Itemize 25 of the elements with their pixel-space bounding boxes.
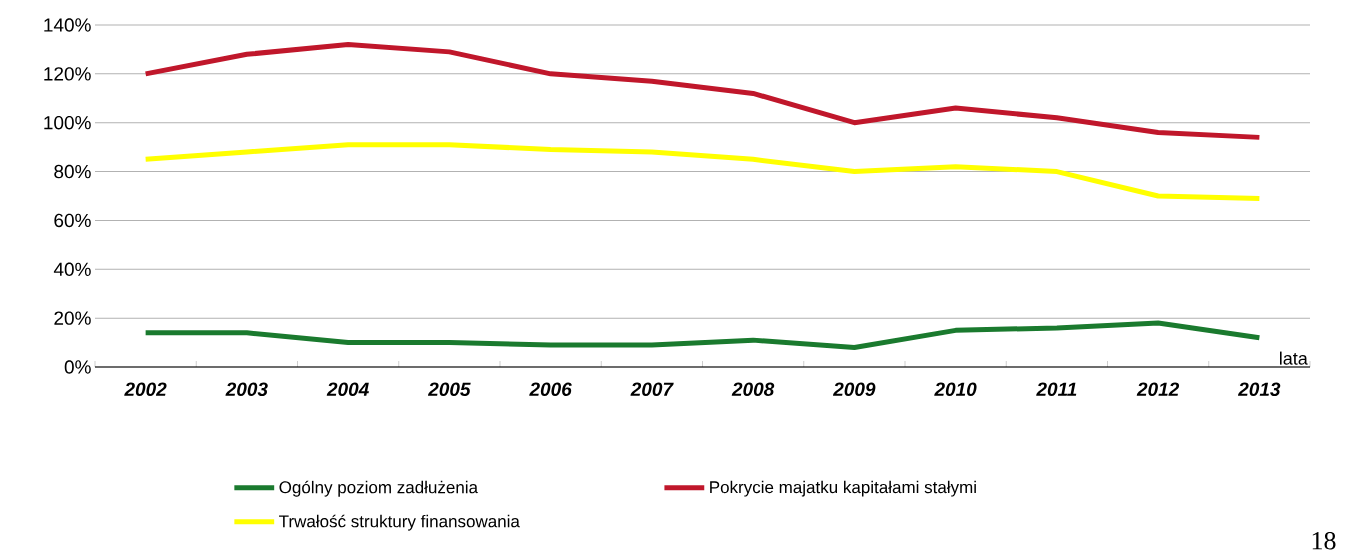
x-tick-label: 2002 [124, 382, 167, 396]
y-tick-label: 140% [44, 18, 91, 32]
text: 18 [1312, 531, 1336, 550]
y-tick-label: 120% [44, 67, 91, 81]
y-tick-label: 60% [54, 213, 91, 228]
x-tick-label: 2013 [1237, 382, 1281, 396]
legend-label: Ogólny poziom zadłużenia [279, 480, 479, 497]
x-tick-label: 2003 [225, 382, 268, 396]
legend-label: Trwałość struktury finansowania [279, 514, 520, 531]
y-tick-label: 80% [54, 164, 91, 179]
x-tick-label: 2009 [832, 382, 876, 396]
legend-label: Pokrycie majatku kapitałami stałymi [710, 480, 976, 497]
y-tick-label: 100% [44, 115, 91, 130]
x-tick-label: 2004 [326, 382, 369, 396]
x-tick-label: 2006 [529, 382, 572, 396]
x-tick-label: 2008 [731, 382, 775, 396]
y-tick-label: 0% [64, 360, 91, 374]
x-tick-label: 2010 [934, 382, 977, 396]
x-tick-label: 2011 [1036, 382, 1077, 396]
x-tick-label: 2005 [427, 382, 471, 396]
y-tick-label: 40% [53, 262, 91, 277]
y-tick-label: 20% [54, 311, 91, 325]
x-axis-title: lata [1280, 351, 1308, 365]
x-tick-label: 2007 [630, 382, 674, 396]
x-tick-label: 2012 [1136, 382, 1180, 396]
